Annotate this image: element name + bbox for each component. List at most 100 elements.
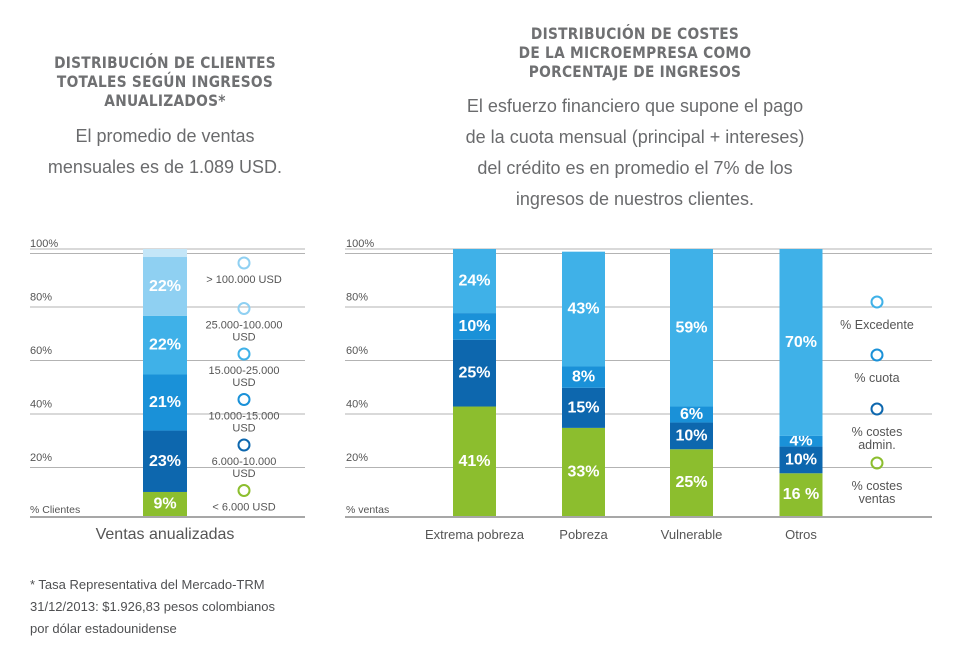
x-tick-label: Otros	[785, 527, 817, 542]
left-chart-title: DISTRIBUCIÓN DE CLIENTES TOTALES SEGÚN I…	[45, 53, 286, 110]
data-label: 23%	[149, 453, 181, 470]
legend-label: 25.000-100.000	[205, 320, 282, 332]
x-tick-label: Pobreza	[559, 527, 608, 542]
title-line: PORCENTAJE DE INGRESOS	[528, 62, 742, 81]
bar-segment	[453, 313, 496, 340]
legend-marker	[870, 295, 884, 309]
legend-label: 15.000-25.000	[209, 365, 280, 377]
bar-segment	[143, 374, 187, 431]
legend-label: < 6.000 USD	[212, 502, 275, 514]
bar-segment	[562, 427, 605, 516]
footnote: * Tasa Representativa del Mercado-TRM 31…	[30, 574, 275, 640]
data-label: 24%	[458, 273, 490, 290]
data-label: 8%	[572, 369, 595, 386]
x-tick-label: Vulnerable	[661, 527, 723, 542]
y-tick-label: 20%	[30, 452, 52, 464]
bar-segment	[670, 406, 713, 423]
bar-segment	[562, 366, 605, 388]
data-label: 25%	[458, 365, 490, 382]
data-label: 15%	[567, 399, 599, 416]
bar-segment	[453, 406, 496, 516]
data-label: 22%	[149, 278, 181, 295]
bar-segment	[143, 257, 187, 316]
bar-segment	[779, 446, 823, 474]
subtitle-line: El esfuerzo financiero que supone el pag…	[466, 96, 804, 116]
title-line: DISTRIBUCIÓN DE CLIENTES	[54, 53, 276, 72]
legend-marker	[237, 484, 251, 497]
data-label: 9%	[153, 495, 176, 512]
legend-label: USD	[232, 377, 255, 389]
bar-segment	[143, 430, 187, 492]
bar-segment	[453, 249, 496, 314]
bar-segment	[453, 339, 496, 407]
subtitle-line: de la cuota mensual (principal + interes…	[465, 127, 805, 147]
y-tick-label: 40%	[346, 399, 368, 411]
y-tick-label: 60%	[346, 345, 368, 357]
y-tick-label: 80%	[346, 292, 368, 304]
y-unit-label: % ventas	[346, 504, 389, 516]
right-chart-title: DISTRIBUCIÓN DE COSTES DE LA MICROEMPRES…	[467, 24, 802, 81]
title-line: ANUALIZADOS*	[104, 91, 226, 110]
y-tick-label: 100%	[30, 238, 58, 250]
legend-label: 10.000-15.000	[209, 411, 280, 423]
y-tick-label: 80%	[30, 292, 52, 304]
bar-segment	[143, 315, 187, 375]
legend-label: % costes	[852, 425, 903, 439]
x-axis-label: Ventas anualizadas	[96, 526, 235, 543]
data-label: 33%	[567, 463, 599, 480]
data-label: 22%	[149, 337, 181, 354]
y-tick-label: 40%	[30, 399, 52, 411]
data-label: 59%	[675, 319, 707, 336]
legend-marker	[237, 438, 251, 452]
y-tick-label: 100%	[346, 238, 374, 250]
subtitle-line: mensuales es de 1.089 USD.	[47, 157, 283, 177]
title-line: TOTALES SEGÚN INGRESOS	[56, 72, 274, 91]
left-chart-subtitle: El promedio de ventas mensuales es de 1.…	[25, 121, 305, 183]
bar-segment	[779, 473, 823, 516]
legend-label: USD	[232, 332, 255, 344]
data-label: 6%	[680, 406, 703, 423]
bar-segment	[562, 251, 605, 367]
subtitle-line: del crédito es en promedio el 7% de los	[477, 158, 793, 178]
legend-marker	[237, 393, 251, 406]
data-label: 70%	[785, 334, 817, 351]
legend-label: USD	[232, 468, 255, 480]
bar-segment	[670, 449, 713, 516]
x-tick-label: Extrema pobreza	[425, 527, 525, 542]
bar-segment	[779, 249, 823, 436]
y-tick-label: 20%	[346, 452, 368, 464]
legend-marker	[870, 348, 884, 362]
legend-label: % Excedente	[840, 318, 914, 332]
y-tick-label: 60%	[30, 345, 52, 357]
subtitle-line: ingresos de nuestros clientes.	[515, 189, 755, 209]
data-label: 10%	[675, 427, 707, 444]
footnote-line: por dólar estadounidense	[30, 621, 177, 636]
title-line: DISTRIBUCIÓN DE COSTES	[530, 24, 740, 43]
bar-segment	[779, 435, 823, 447]
subtitle-line: El promedio de ventas	[75, 126, 255, 146]
legend-label: USD	[232, 423, 255, 435]
legend-label: ventas	[859, 492, 896, 506]
legend-label: % cuota	[854, 371, 899, 385]
y-unit-label: % Clientes	[30, 504, 80, 516]
bar-segment	[143, 491, 187, 516]
legend-label: 6.000-10.000	[212, 456, 277, 468]
data-label: 10%	[458, 318, 490, 335]
legend-marker	[870, 456, 884, 470]
bar-segment	[143, 249, 187, 258]
bar-segment	[562, 387, 605, 428]
legend-label: % costes	[852, 479, 903, 493]
data-label: 43%	[567, 301, 599, 318]
bar-segment	[670, 422, 713, 450]
footnote-line: 31/12/2013: $1.926,83 pesos colombianos	[30, 599, 276, 614]
bar-segment	[670, 249, 713, 407]
legend-label: admin.	[858, 438, 896, 452]
right-chart-subtitle: El esfuerzo financiero que supone el pag…	[420, 91, 850, 215]
data-label: 10%	[785, 451, 817, 468]
legend-marker	[237, 347, 251, 361]
data-label: 41%	[458, 453, 490, 470]
data-label: 16 %	[783, 486, 819, 503]
footnote-line: * Tasa Representativa del Mercado-TRM	[30, 577, 265, 592]
data-label: 21%	[149, 394, 181, 411]
